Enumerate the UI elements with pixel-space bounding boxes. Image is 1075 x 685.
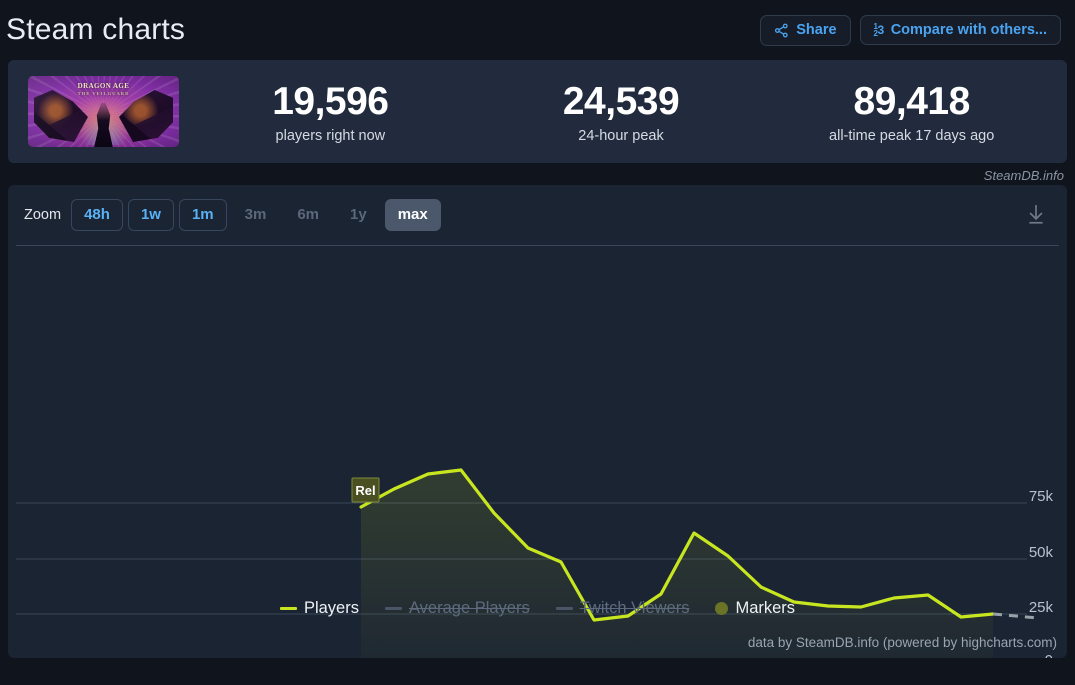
legend-label: Average Players: [408, 599, 530, 617]
marker-release-label: Rel: [355, 483, 375, 498]
legend-label: Markers: [735, 599, 796, 617]
stat-label: players right now: [275, 127, 386, 144]
range-button-6m: 6m: [284, 199, 332, 231]
page-title: Steam charts: [6, 13, 186, 46]
legend-item-markers[interactable]: Markers: [715, 598, 795, 618]
range-button-1y: 1y: [337, 199, 380, 231]
stat-value: 24,539: [562, 79, 680, 123]
range-button-1w[interactable]: 1w: [127, 199, 174, 231]
y-tick-0: 0: [1045, 652, 1053, 658]
zoom-range-selector: Zoom 48h 1w 1m 3m 6m 1y max: [8, 185, 1067, 245]
stat-all-time-peak: 89,418 all-time peak 17 days ago: [766, 80, 1057, 144]
legend-line-icon: [384, 606, 402, 610]
chart-plot-area[interactable]: 75k 50k 25k 0 Rel: [8, 245, 1067, 658]
marker-release[interactable]: Rel: [351, 477, 380, 503]
stat-24-hour-peak: 24,539 24-hour peak: [476, 80, 767, 144]
stat-label: all-time peak 17 days ago: [829, 127, 995, 144]
players-line-trailing-dashed: [992, 612, 1039, 620]
range-button-1m[interactable]: 1m: [178, 199, 227, 231]
capsule-title-line2: THE VEILGUARD: [28, 91, 179, 96]
range-button-max[interactable]: max: [384, 199, 441, 231]
download-icon[interactable]: [1023, 202, 1049, 228]
share-button-label: Share: [796, 21, 837, 38]
stat-value: 89,418: [853, 79, 971, 123]
zoom-label: Zoom: [24, 207, 62, 223]
y-tick-50k: 50k: [1029, 544, 1054, 561]
legend-label: Twitch Viewers: [579, 599, 690, 617]
range-button-3m: 3m: [232, 199, 280, 231]
legend-label: Players: [303, 599, 359, 617]
players-line: [359, 468, 995, 622]
chart-card: Zoom 48h 1w 1m 3m 6m 1y max: [8, 185, 1067, 658]
chart-legend: Players Average Players Twitch Viewers M…: [8, 598, 1067, 618]
stat-players-right-now: 19,596 players right now: [185, 80, 476, 144]
chart-svg[interactable]: 75k 50k 25k 0 Rel: [8, 245, 1067, 658]
y-axis-labels: 75k 50k 25k 0: [1029, 488, 1054, 658]
game-capsule-image[interactable]: DRAGON AGE THE VEILGUARD: [28, 76, 179, 147]
attribution-bottom: data by SteamDB.info (powered by highcha…: [747, 635, 1057, 650]
compare-button-label: Compare with others...: [890, 21, 1047, 38]
stats-panel: DRAGON AGE THE VEILGUARD 19,596 players …: [8, 60, 1067, 163]
y-tick-25k: 25k: [1029, 599, 1054, 616]
y-tick-75k: 75k: [1029, 488, 1054, 505]
legend-line-icon: [279, 606, 297, 610]
stat-label: 24-hour peak: [578, 127, 664, 144]
legend-item-average-players[interactable]: Average Players: [384, 598, 530, 618]
range-button-48h[interactable]: 48h: [71, 199, 123, 231]
capsule-sheen: [28, 76, 179, 147]
legend-item-players[interactable]: Players: [279, 598, 359, 618]
legend-item-twitch-viewers[interactable]: Twitch Viewers: [555, 598, 690, 618]
share-button[interactable]: Share: [760, 14, 851, 46]
legend-circle-icon: [715, 601, 729, 615]
attribution-top: SteamDB.info: [983, 168, 1064, 183]
capsule-hero-figure: [94, 103, 113, 147]
players-area-fill: [361, 470, 993, 658]
capsule-title-line1: DRAGON AGE: [28, 82, 179, 90]
legend-line-icon: [555, 606, 573, 610]
share-nodes-icon: [774, 23, 789, 38]
stat-value: 19,596: [272, 79, 389, 123]
